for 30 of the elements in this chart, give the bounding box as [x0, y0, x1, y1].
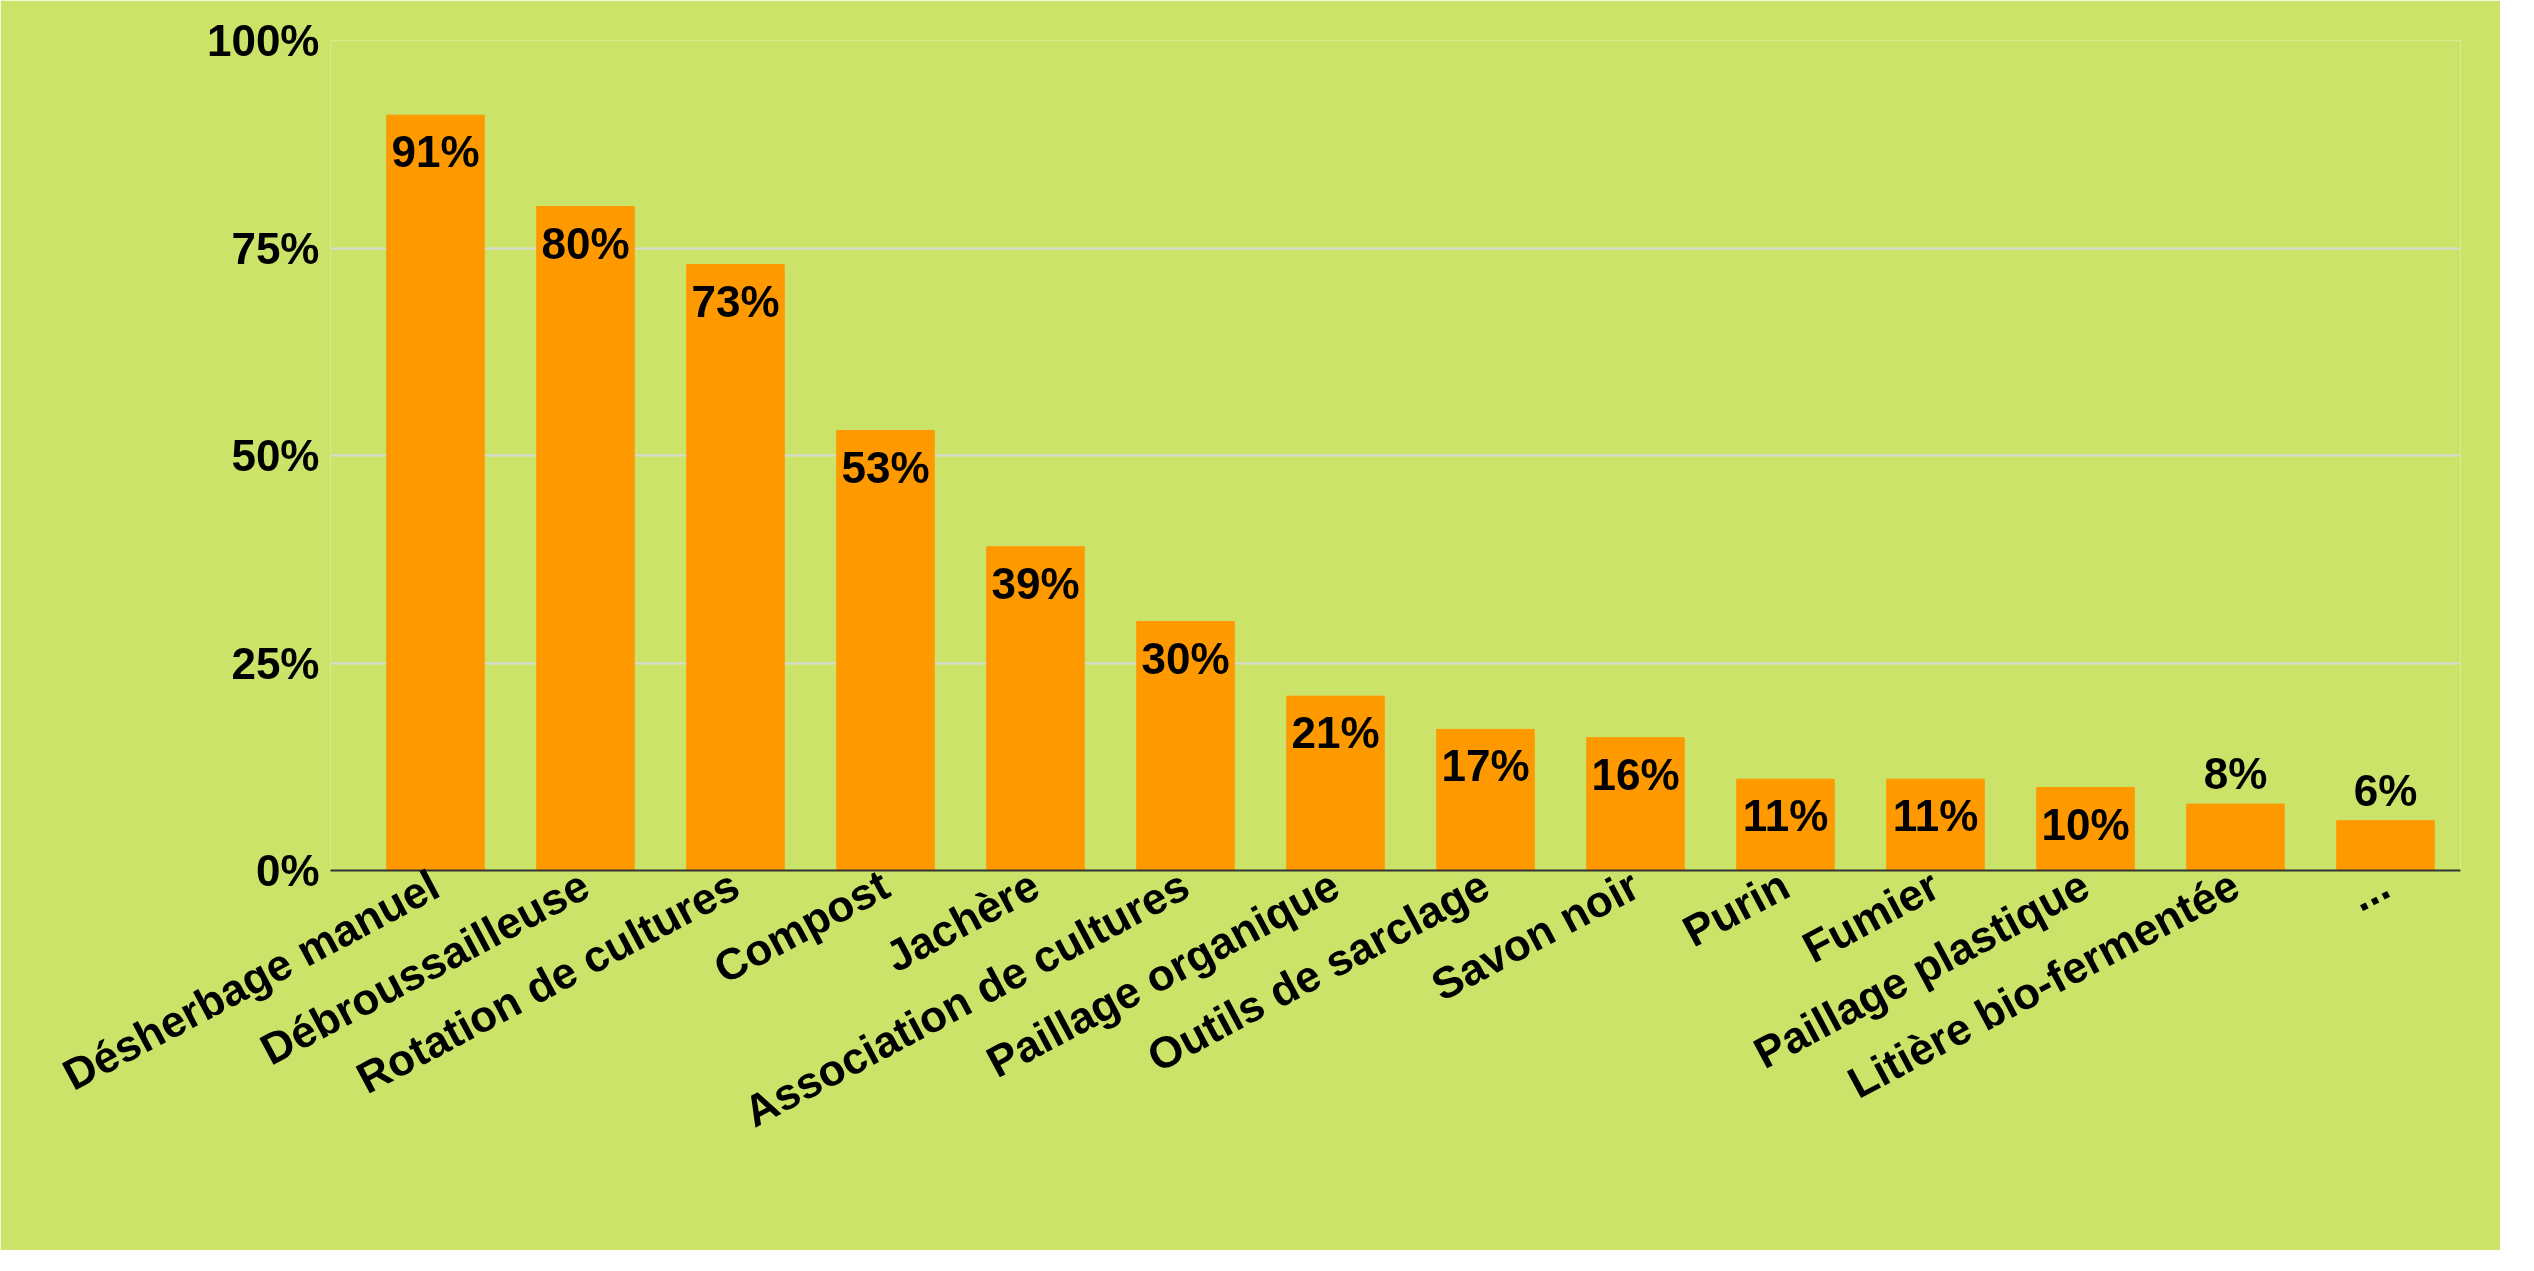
data-label: 91% [391, 127, 480, 177]
data-label: 53% [841, 442, 930, 492]
data-label: 73% [691, 276, 780, 326]
data-label: 80% [541, 218, 630, 268]
x-tick-label: ... [2341, 859, 2397, 921]
bar [986, 546, 1085, 871]
y-tick-label: 50% [231, 431, 320, 480]
y-tick-label: 100% [206, 16, 320, 65]
bar [1136, 621, 1235, 871]
data-label: 17% [1441, 741, 1530, 791]
bar [2336, 820, 2435, 871]
data-label: 11% [1892, 791, 1979, 841]
data-label: 30% [1141, 633, 1230, 683]
data-label: 10% [2041, 799, 2130, 849]
bar [1436, 728, 1535, 871]
data-label: 6% [2353, 765, 2418, 815]
x-tick-label: Purin [1674, 859, 1797, 956]
bar [836, 430, 935, 871]
data-label: 16% [1591, 749, 1680, 799]
y-tick-label: 75% [231, 223, 320, 273]
bar [2186, 803, 2285, 871]
bar [1586, 737, 1685, 871]
y-tick-label: 25% [231, 638, 320, 688]
bar [536, 206, 635, 871]
bar [1286, 695, 1385, 871]
data-label: 11% [1742, 791, 1829, 841]
bar [686, 264, 785, 871]
data-label: 8% [2203, 749, 2268, 799]
data-label: 39% [991, 558, 1080, 608]
data-label: 21% [1291, 708, 1380, 758]
